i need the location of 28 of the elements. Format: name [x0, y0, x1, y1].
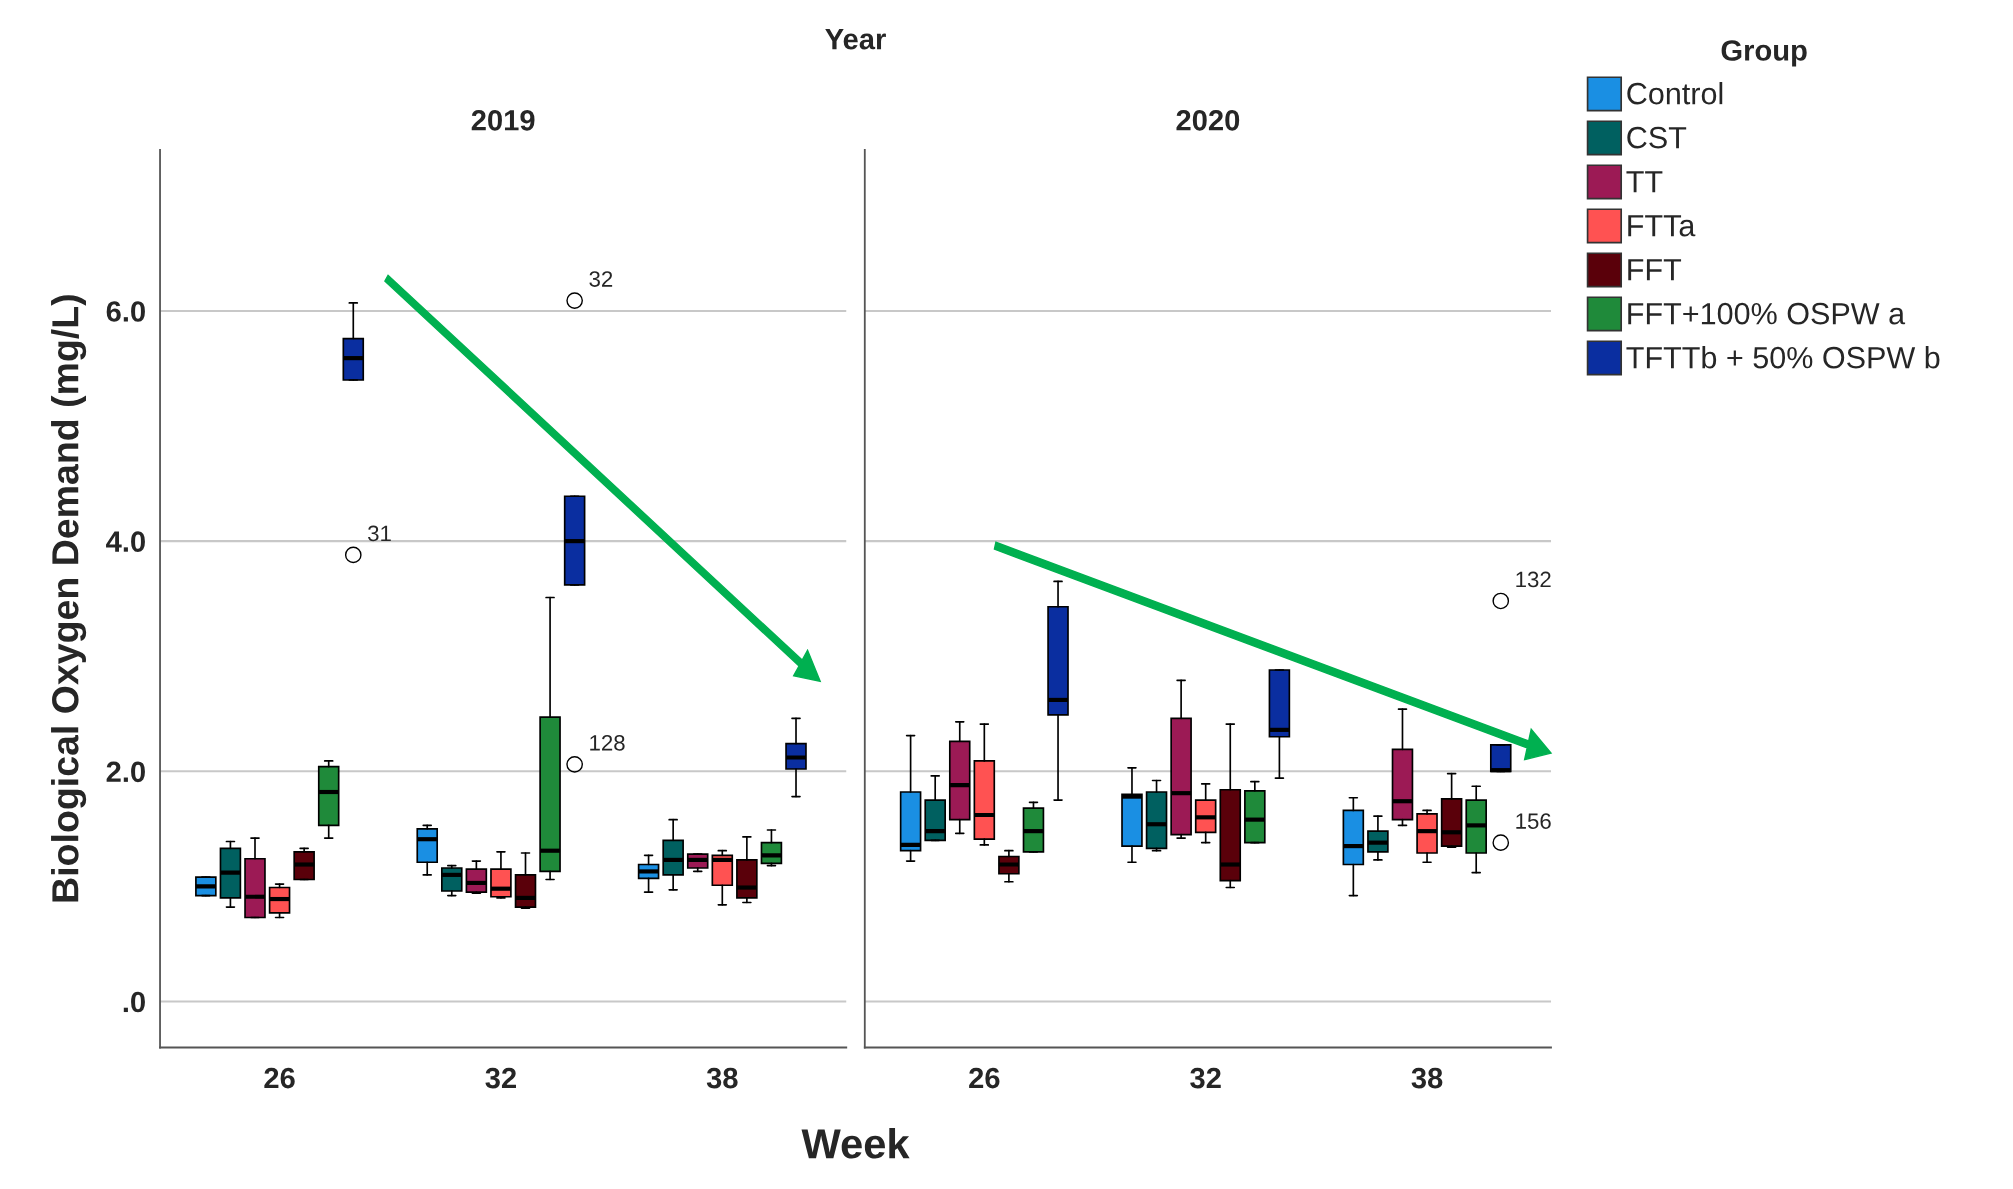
annotation: 132: [1516, 571, 1551, 588]
chart-title: 2019: [471, 110, 535, 131]
annotation: 31: [368, 525, 391, 542]
annotation: 32: [589, 271, 613, 287]
chart-title: 2020: [1176, 110, 1240, 131]
x-tick-label: 32: [485, 1067, 516, 1089]
legend-label: Control: [1627, 82, 1723, 105]
y-tick-label: 2.0: [106, 761, 145, 783]
legend-label: FTTa: [1628, 215, 1696, 237]
x-tick-label: 26: [969, 1067, 1000, 1089]
legend-label: TFTTb + 50% OSPW b: [1626, 346, 1940, 369]
y-tick-label: 6.0: [106, 301, 145, 322]
annotation: 156: [1516, 813, 1551, 829]
annotation: 128: [590, 734, 625, 751]
legend-label: FFT+100% OSPW a: [1628, 302, 1906, 325]
x-tick-label: 26: [264, 1067, 295, 1089]
chart-subtitle: Year: [825, 29, 886, 50]
y-axis-title: Biological Oxygen Demand (mg/L): [51, 295, 87, 902]
y-tick-label: .0: [123, 991, 145, 1013]
legend-label: FFT: [1628, 259, 1682, 281]
x-tick-label: 38: [1411, 1067, 1443, 1089]
legend-label: TT: [1626, 171, 1663, 193]
x-tick-label: 32: [1190, 1067, 1221, 1089]
x-axis-title: Week: [801, 1127, 910, 1159]
legend-label: CST: [1627, 126, 1687, 149]
x-tick-label: 38: [706, 1067, 738, 1089]
legend-title: Group: [1721, 40, 1807, 67]
y-tick-label: 4.0: [106, 531, 145, 552]
